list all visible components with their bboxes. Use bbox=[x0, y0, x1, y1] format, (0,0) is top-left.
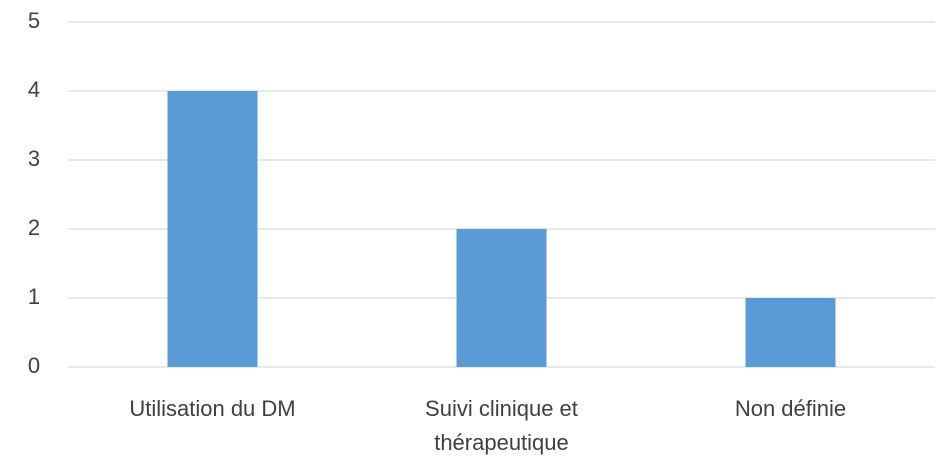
y-tick-label: 1 bbox=[28, 284, 40, 309]
x-tick-label: Utilisation du DM bbox=[129, 396, 296, 421]
x-tick-label: Suivi clinique et thérapeutique bbox=[425, 396, 578, 455]
y-tick-label: 5 bbox=[28, 8, 40, 33]
bar bbox=[167, 91, 258, 367]
y-tick-label: 0 bbox=[28, 353, 40, 378]
bar bbox=[456, 229, 547, 367]
bar bbox=[745, 298, 836, 367]
y-tick-label: 2 bbox=[28, 215, 40, 240]
y-tick-label: 4 bbox=[28, 77, 40, 102]
x-tick-label: Non définie bbox=[734, 396, 847, 421]
y-tick-label: 3 bbox=[28, 146, 40, 171]
